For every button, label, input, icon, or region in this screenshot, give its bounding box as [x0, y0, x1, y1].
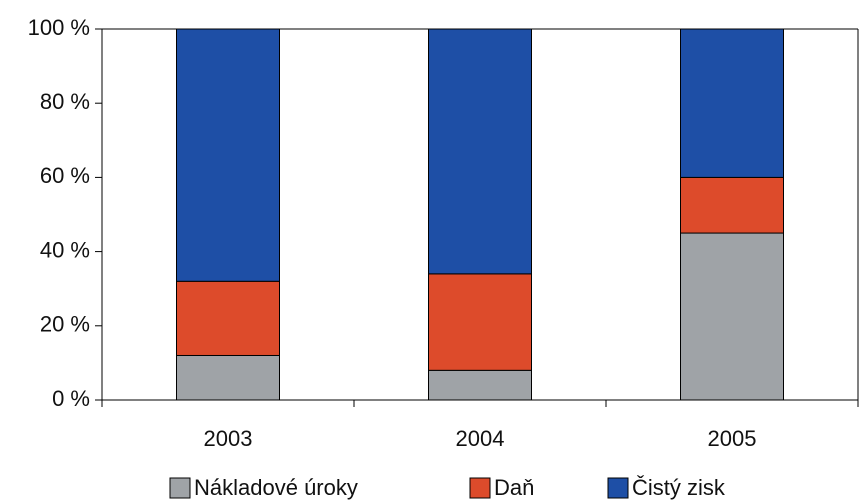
y-tick-label: 100 % — [28, 15, 90, 40]
bar-segment — [428, 273, 532, 371]
legend-swatch — [169, 477, 191, 499]
bar-segment — [176, 280, 280, 356]
bar-segment — [428, 28, 532, 275]
x-tick-label: 2003 — [204, 426, 253, 451]
y-tick-label: 20 % — [40, 312, 90, 337]
y-tick-label: 0 % — [52, 386, 90, 411]
bar-segment — [680, 28, 784, 178]
legend-label: Čistý zisk — [632, 475, 726, 500]
bar-segment — [680, 176, 784, 234]
x-tick-label: 2005 — [708, 426, 757, 451]
bar-segment — [176, 28, 280, 282]
x-tick-label: 2004 — [456, 426, 505, 451]
y-tick-label: 80 % — [40, 89, 90, 114]
legend-label: Daň — [494, 475, 534, 500]
bar-segment — [428, 369, 532, 401]
y-tick-label: 60 % — [40, 163, 90, 188]
legend-swatch — [607, 477, 629, 499]
y-tick-label: 40 % — [40, 237, 90, 262]
legend-swatch — [469, 477, 491, 499]
bar-segment — [680, 232, 784, 401]
bar-segment — [176, 354, 280, 401]
legend-label: Nákladové úroky — [194, 475, 358, 500]
